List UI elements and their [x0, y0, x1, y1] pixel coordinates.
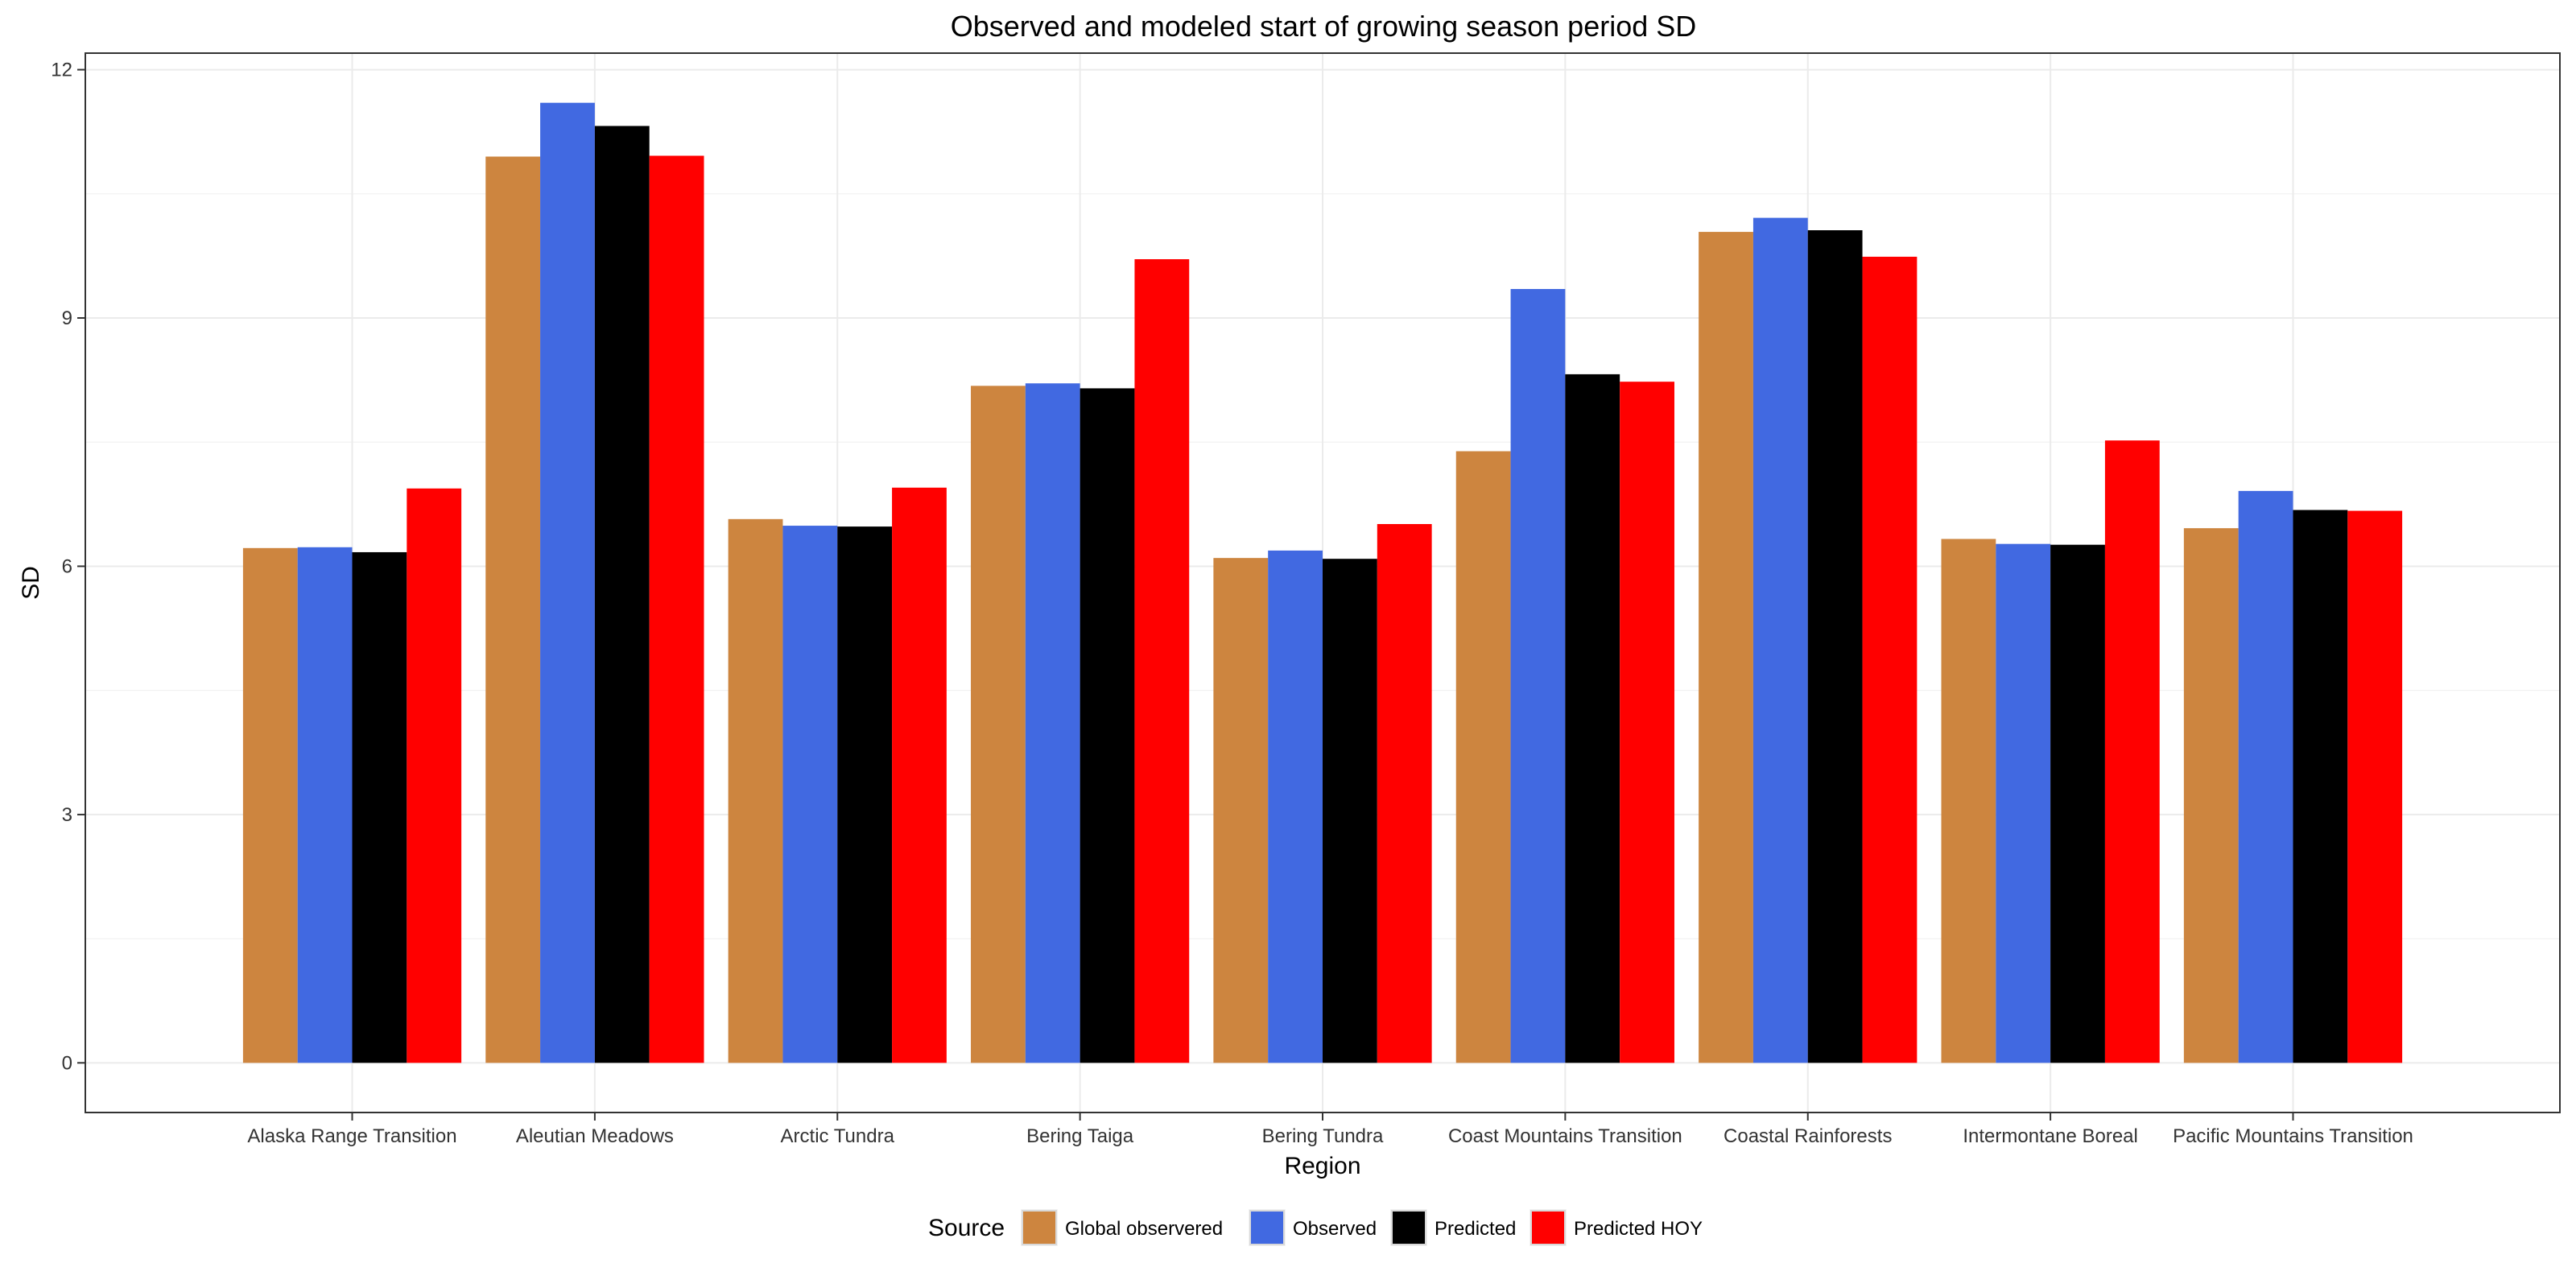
bar-predicted	[1323, 559, 1377, 1063]
y-tick-label: 3	[62, 804, 72, 826]
bar-predicted-hoy	[2104, 440, 2160, 1063]
bar-predicted	[1807, 230, 1863, 1063]
legend-label: Predicted	[1435, 1218, 1516, 1240]
bar-observed	[1752, 217, 1808, 1063]
y-tick-label: 6	[62, 555, 72, 577]
legend-label: Global observered	[1065, 1218, 1223, 1240]
x-axis: Alaska Range Transition Aleutian Meadows A…	[247, 1113, 2413, 1147]
bar-predicted-hoy	[1377, 524, 1432, 1063]
bar-observed	[540, 102, 595, 1063]
bar-global-observered	[485, 156, 541, 1063]
bar-predicted-hoy	[407, 488, 462, 1063]
legend-swatch	[1022, 1210, 1057, 1245]
bar-observed	[297, 547, 353, 1063]
legend: Source Global observered Observed Predicte…	[928, 1209, 1703, 1246]
bar-global-observered	[1213, 558, 1269, 1063]
bar-predicted-hoy	[1862, 256, 1918, 1063]
bar-predicted-hoy	[1620, 382, 1674, 1063]
x-tick-label: Intermontane Boreal	[1963, 1125, 2137, 1147]
bar-global-observered	[242, 547, 298, 1063]
x-tick-label: Coast Mountains Transition	[1448, 1125, 1682, 1147]
y-tick-label: 9	[62, 308, 72, 329]
bar-global-observered	[2183, 528, 2239, 1063]
bar-predicted-hoy	[892, 487, 947, 1063]
bar-predicted-hoy	[649, 155, 704, 1063]
bar-predicted	[2293, 510, 2348, 1063]
bar-observed	[1510, 289, 1566, 1063]
bar-observed	[1025, 383, 1080, 1063]
y-tick-label: 12	[51, 60, 72, 81]
legend-label: Predicted HOY	[1574, 1218, 1703, 1240]
bar-global-observered	[971, 386, 1026, 1063]
bar-observed	[782, 526, 838, 1063]
bar-predicted	[1565, 374, 1620, 1063]
legend-title: Source	[928, 1215, 1005, 1241]
x-tick-label: Arctic Tundra	[781, 1125, 895, 1147]
bar-global-observered	[1941, 539, 1996, 1063]
x-tick-label: Pacific Mountains Transition	[2173, 1125, 2413, 1147]
bar-predicted	[837, 526, 893, 1063]
x-tick-label: Aleutian Meadows	[516, 1125, 674, 1147]
bars	[242, 102, 2403, 1063]
bar-observed	[2238, 490, 2293, 1063]
y-axis: 0 3 6 9 12	[51, 60, 85, 1074]
bar-observed	[1996, 543, 2051, 1063]
bar-predicted-hoy	[1134, 259, 1190, 1063]
bar-predicted	[594, 126, 650, 1063]
legend-swatch	[1391, 1210, 1426, 1245]
bar-predicted-hoy	[2347, 510, 2403, 1063]
bar-global-observered	[1455, 451, 1511, 1063]
bar-predicted	[352, 551, 407, 1063]
legend-label: Observed	[1293, 1218, 1377, 1240]
bar-predicted	[1080, 388, 1135, 1063]
bar-global-observered	[1699, 232, 1753, 1063]
y-tick-label: 0	[62, 1052, 72, 1074]
legend-swatch	[1530, 1210, 1566, 1245]
bar-predicted	[2050, 544, 2105, 1063]
y-axis-title: SD	[18, 566, 44, 600]
x-tick-label: Bering Taiga	[1026, 1125, 1134, 1147]
x-tick-label: Bering Tundra	[1262, 1125, 1384, 1147]
bar-observed	[1268, 550, 1323, 1063]
bar-global-observered	[728, 518, 783, 1063]
x-axis-title: Region	[1284, 1153, 1360, 1179]
x-tick-label: Coastal Rainforests	[1724, 1125, 1892, 1147]
chart-title: Observed and modeled start of growing se…	[951, 10, 1697, 43]
legend-swatch	[1249, 1210, 1285, 1245]
x-tick-label: Alaska Range Transition	[247, 1125, 456, 1147]
